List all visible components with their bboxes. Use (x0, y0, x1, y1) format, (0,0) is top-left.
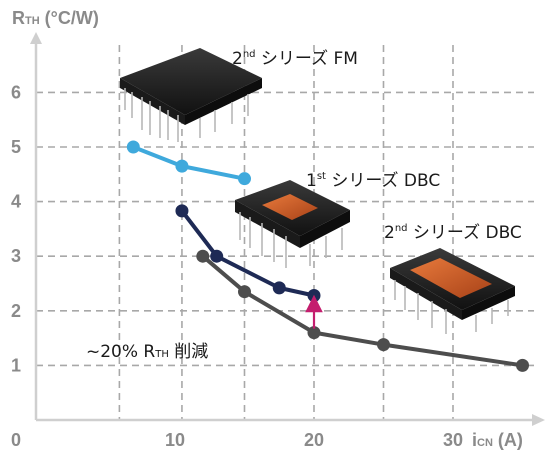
data-point-dbc2 (516, 358, 529, 372)
y-tick-label: 4 (11, 192, 21, 212)
data-point-fm (126, 140, 140, 154)
y-tick-label: 1 (11, 355, 21, 375)
x-tick-label: 0 (11, 430, 21, 450)
data-point-fm (175, 159, 189, 173)
series-label-dbc1: 1st シリーズ DBC (306, 171, 440, 191)
data-point-dbc1 (307, 289, 321, 303)
y-tick-label: 6 (11, 82, 21, 102)
series-layer (126, 140, 529, 372)
data-point-dbc1 (175, 204, 189, 218)
tick-labels: 1 2 3 4 5 6 0 10 20 30 (11, 82, 463, 450)
x-tick-label: 20 (304, 430, 324, 450)
y-axis-title: RTH (°C/W) (12, 8, 99, 28)
dbc1-module-image (235, 180, 350, 268)
x-axis-title: iCN (A) (472, 430, 523, 450)
y-tick-label: 5 (11, 137, 21, 157)
data-point-dbc2 (307, 326, 321, 340)
x-axis-arrow (532, 414, 545, 426)
data-point-fm (238, 172, 251, 186)
data-point-dbc2 (377, 338, 390, 352)
fm-module-image (120, 48, 262, 142)
data-point-dbc2 (238, 285, 251, 299)
axes (30, 32, 545, 426)
y-axis-arrow (30, 32, 42, 44)
data-point-dbc1 (272, 281, 286, 295)
series-line-fm (132, 145, 245, 181)
dbc2-module-image (390, 248, 515, 334)
reduction-annotation: ~20% RTH 削減 (86, 342, 208, 362)
data-point-dbc1 (210, 249, 224, 263)
x-tick-label: 30 (443, 430, 463, 450)
y-tick-label: 2 (11, 301, 21, 321)
x-tick-label: 10 (165, 430, 185, 450)
y-tick-label: 3 (11, 246, 21, 266)
series-line-dbc1 (180, 209, 315, 298)
series-label-fm: 2nd シリーズ FM (232, 49, 358, 69)
series-label-dbc2: 2nd シリーズ DBC (384, 223, 522, 243)
data-point-dbc2 (196, 249, 210, 263)
